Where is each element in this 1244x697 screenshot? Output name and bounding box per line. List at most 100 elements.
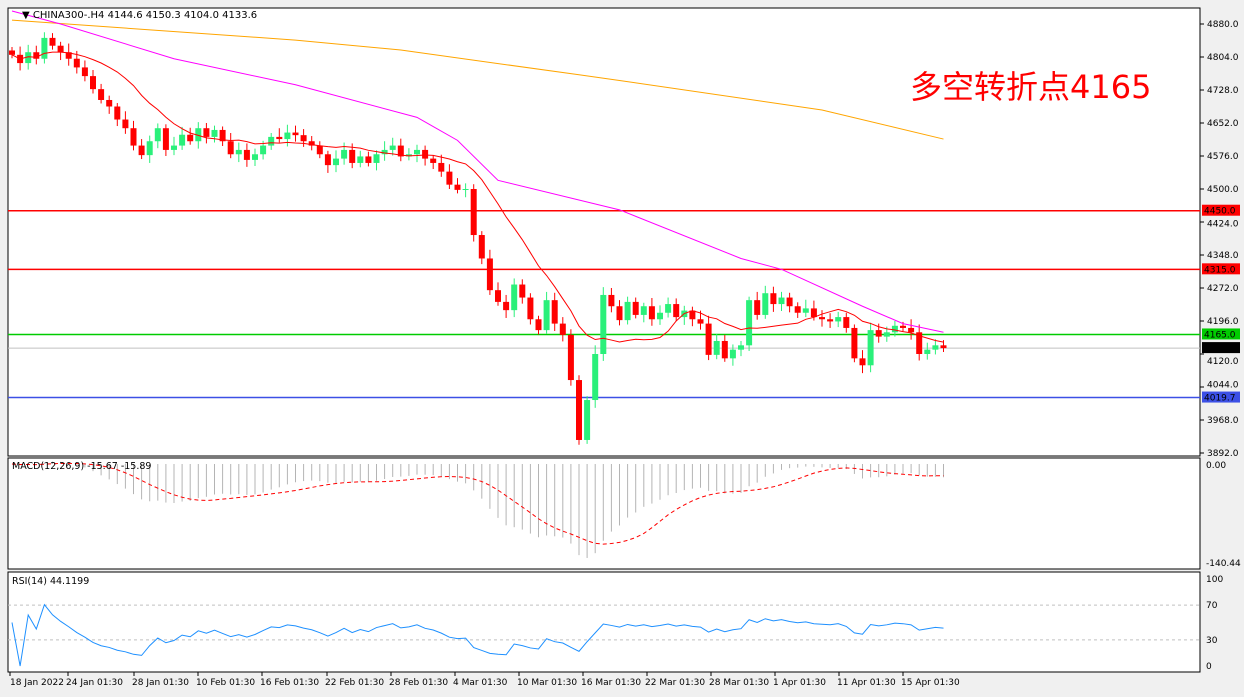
x-tick-label: 28 Mar 01:30 — [709, 678, 769, 688]
y-tick-label: 4120.0 — [1207, 357, 1239, 367]
rsi-tick-label: 100 — [1206, 575, 1223, 585]
bull-candle — [381, 149, 388, 155]
y-tick-label: 4424.0 — [1207, 220, 1239, 230]
bear-candle — [827, 319, 834, 322]
bull-candle — [600, 294, 607, 354]
bear-candle — [900, 325, 906, 328]
bull-candle — [405, 154, 412, 157]
bull-candle — [284, 132, 291, 140]
macd-label: MACD(12,26,9) -15.67 -15.89 — [12, 461, 152, 472]
x-tick-label: 4 Mar 01:30 — [453, 678, 508, 688]
bear-candle — [632, 301, 639, 315]
bear-candle — [535, 319, 542, 331]
bear-candle — [446, 171, 453, 185]
bear-candle — [916, 332, 923, 354]
bear-candle — [316, 145, 323, 155]
bull-candle — [762, 293, 769, 315]
rsi-panel — [7, 571, 1201, 673]
bear-candle — [470, 189, 477, 236]
bull-candle — [333, 158, 339, 166]
bull-candle — [373, 154, 380, 163]
current-price-badge — [1202, 342, 1240, 354]
rsi-tick-label: 70 — [1206, 601, 1218, 611]
ma-slow-line — [11, 19, 944, 140]
dropdown-arrow-icon[interactable]: ▼ — [22, 10, 30, 21]
bull-candle — [25, 52, 32, 64]
bear-candle — [397, 145, 404, 157]
x-tick-label: 16 Mar 01:30 — [581, 678, 641, 688]
bull-candle — [883, 332, 890, 337]
bear-candle — [422, 149, 429, 159]
ma-mid-line — [11, 10, 944, 333]
bear-candle — [851, 327, 858, 359]
x-tick-label: 11 Apr 01:30 — [837, 678, 896, 688]
bear-candle — [754, 300, 761, 315]
bull-candle — [171, 145, 177, 150]
bear-candle — [770, 293, 777, 305]
bull-candle — [268, 136, 275, 146]
bear-candle — [292, 132, 299, 136]
bull-candle — [179, 134, 186, 146]
bear-candle — [203, 128, 210, 137]
macd-panel — [7, 457, 1201, 570]
x-tick-label: 24 Jan 01:30 — [66, 678, 123, 688]
bear-candle — [90, 76, 96, 90]
x-tick-label: 16 Feb 01:30 — [260, 678, 319, 688]
bull-candle — [260, 145, 267, 155]
y-tick-label: 4804.0 — [1207, 53, 1239, 63]
bull-candle — [211, 129, 218, 137]
bear-candle — [122, 119, 129, 129]
bear-candle — [673, 304, 680, 318]
y-tick-label: 4728.0 — [1207, 86, 1239, 96]
y-tick-label: 4196.0 — [1207, 317, 1239, 327]
bear-candle — [486, 258, 493, 291]
bull-candle — [511, 284, 518, 311]
annotation-text: 多空转折点4165 — [910, 68, 1152, 106]
bull-candle — [738, 345, 744, 350]
bull-candle — [252, 154, 258, 160]
bear-candle — [430, 158, 437, 163]
bear-candle — [648, 306, 655, 320]
bear-candle — [843, 317, 850, 328]
bull-candle — [891, 325, 898, 333]
ohlc-label: 4144.6 4150.3 4104.0 4133.6 — [107, 10, 258, 21]
level-badge — [1202, 328, 1240, 340]
level-badge — [1202, 391, 1240, 403]
bull-candle — [341, 149, 348, 159]
x-tick-label: 22 Mar 01:30 — [645, 678, 705, 688]
bear-candle — [276, 136, 283, 140]
bear-candle — [114, 106, 121, 120]
bear-candle — [81, 67, 88, 77]
macd-signal-line — [11, 462, 944, 545]
level-label: 4450.0 — [1204, 207, 1236, 217]
rsi-tick-label: 0 — [1206, 662, 1212, 672]
bear-candle — [219, 129, 226, 142]
bull-candle — [624, 301, 631, 321]
bear-candle — [227, 141, 234, 155]
bear-candle — [519, 284, 526, 298]
y-tick-label: 4576.0 — [1207, 152, 1239, 162]
bear-candle — [73, 58, 80, 68]
bear-candle — [65, 52, 72, 59]
x-tick-label: 28 Feb 01:30 — [389, 678, 448, 688]
bear-candle — [503, 301, 510, 311]
bear-candle — [705, 323, 712, 355]
bull-candle — [146, 141, 153, 156]
x-tick-label: 10 Mar 01:30 — [517, 678, 577, 688]
bear-candle — [616, 306, 623, 321]
rsi-label: RSI(14) 44.1199 — [12, 576, 90, 587]
level-badge — [1202, 263, 1240, 275]
bear-candle — [365, 156, 372, 163]
y-tick-label: 4500.0 — [1207, 185, 1239, 195]
bear-candle — [908, 327, 915, 333]
bear-candle — [527, 297, 534, 320]
bear-candle — [130, 128, 137, 146]
bear-candle — [187, 134, 194, 142]
x-tick-label: 22 Feb 01:30 — [325, 678, 384, 688]
bear-candle — [689, 310, 696, 320]
y-tick-label: 4348.0 — [1207, 251, 1239, 261]
x-tick-label: 28 Jan 01:30 — [132, 678, 189, 688]
y-tick-label: 4652.0 — [1207, 119, 1239, 129]
bear-candle — [138, 145, 145, 156]
